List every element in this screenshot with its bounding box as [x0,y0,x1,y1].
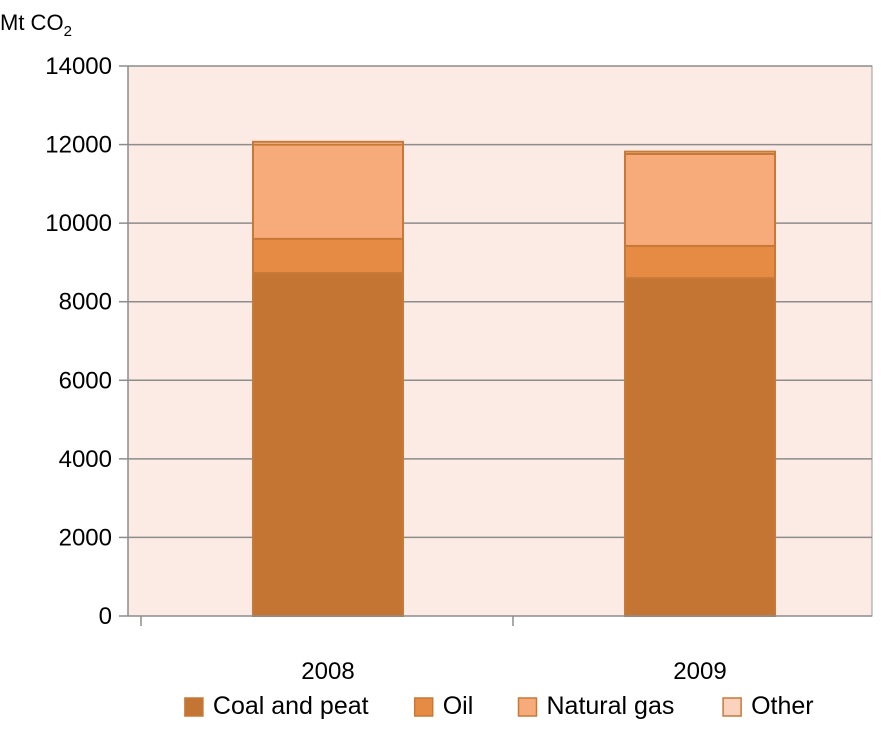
legend-swatch-other [722,697,742,717]
y-tick-label: 8000 [59,289,112,316]
y-axis-unit-subscript: 2 [64,23,72,40]
y-axis-unit-label: Mt CO2 [0,10,72,40]
bar-segment-coal-and-peat-2008 [252,272,404,617]
legend-swatch-coal-and-peat [184,697,204,717]
y-tick-label: 0 [99,603,112,630]
bar-segment-other-2009 [624,150,776,155]
legend-label-other: Other [751,692,814,720]
plot-area: 0 2000 4000 6000 8000 10000 12000 14000 2008 2009 [45,53,873,685]
legend-label-coal-and-peat: Coal and peat [213,692,369,720]
y-tick-label: 14000 [45,53,112,80]
bar-segment-other-2008 [252,140,404,146]
y-tick-label: 12000 [45,132,112,159]
bar-segment-oil-2009 [624,244,776,280]
bar-segment-coal-and-peat-2009 [624,277,776,617]
legend-swatch-oil [413,697,434,717]
x-tick-label: 2009 [673,658,726,685]
y-axis-unit-text: Mt CO [0,10,64,35]
legend-label-natural-gas: Natural gas [547,692,675,720]
y-tick-label: 2000 [59,524,112,551]
bar-segment-natural-gas-2008 [252,143,404,240]
legend-swatch-natural-gas [517,697,538,717]
y-tick-label: 6000 [59,367,112,394]
x-tick-label: 2008 [301,658,354,685]
bar-segment-natural-gas-2009 [624,153,776,247]
y-tick-label: 10000 [45,210,112,237]
legend-label-oil: Oil [443,692,474,720]
legend: Coal and peat Oil Natural gas Other [184,692,814,720]
y-tick-label: 4000 [59,446,112,473]
bar-segment-oil-2008 [252,237,404,275]
